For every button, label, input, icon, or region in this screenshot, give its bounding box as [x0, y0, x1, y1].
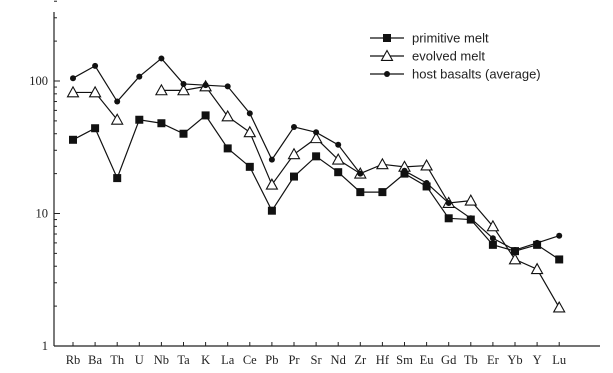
x-tick-label-th: Th [110, 353, 125, 367]
x-tick-label-eu: Eu [420, 353, 435, 367]
point-primitive-melt-er [488, 240, 497, 249]
point-host-basalts-average-lu [556, 232, 563, 239]
point-evolved-melt-rb [66, 85, 80, 98]
point-evolved-melt-sr [309, 131, 323, 144]
point-primitive-melt-ce [245, 162, 254, 171]
x-tick-label-k: K [201, 353, 210, 367]
point-host-basalts-average-tb [467, 215, 474, 222]
series-markers [66, 55, 566, 313]
point-evolved-melt-hf [375, 157, 389, 170]
point-evolved-melt-nd [331, 153, 345, 165]
point-evolved-melt-ba [88, 85, 102, 98]
y-tick-label: 100 [29, 74, 48, 88]
point-primitive-melt-pb [267, 206, 276, 215]
point-host-basalts-average-ce [246, 110, 253, 117]
point-host-basalts-average-ba [92, 62, 99, 69]
point-primitive-melt-th [113, 174, 122, 183]
point-primitive-melt-gd [444, 214, 453, 223]
point-evolved-melt-pr [287, 147, 301, 160]
point-evolved-melt-er [486, 219, 500, 232]
x-tick-label-ta: Ta [177, 353, 190, 367]
point-primitive-melt-lu [555, 255, 564, 264]
point-primitive-melt-nb [157, 119, 166, 128]
point-host-basalts-average-nd [335, 141, 342, 148]
x-tick-label-nb: Nb [154, 353, 169, 367]
point-evolved-melt-yb [508, 252, 522, 265]
point-primitive-melt-k [201, 111, 210, 120]
point-evolved-melt-lu [552, 300, 566, 313]
point-primitive-melt-eu [422, 182, 431, 191]
x-tick-label-yb: Yb [507, 353, 522, 367]
x-tick-label-y: Y [533, 353, 542, 367]
axes: 1 10 100 Rb Ba Th U Nb Ta K La Ce Pb Pr Sr Nd Zr Hf Sm Eu Gd… [29, 0, 600, 367]
point-evolved-melt-ce [243, 125, 257, 138]
point-primitive-melt-ta [179, 129, 188, 138]
point-host-basalts-average-k [202, 82, 209, 89]
point-primitive-melt-nd [334, 168, 343, 177]
series-line-evolved-melt [161, 85, 560, 308]
x-tick-label-ba: Ba [88, 353, 102, 367]
point-host-basalts-average-yb [512, 247, 518, 254]
x-tick-label-gd: Gd [441, 353, 457, 367]
point-host-basalts-average-th [114, 98, 121, 105]
point-host-basalts-average-la [224, 83, 231, 90]
x-tick-label-u: U [135, 353, 144, 367]
x-tick-label-pb: Pb [265, 353, 278, 367]
series-lines [72, 57, 560, 308]
x-tick-label-lu: Lu [552, 353, 567, 367]
point-evolved-melt-ta [177, 83, 190, 96]
point-primitive-melt-hf [378, 188, 387, 197]
point-evolved-melt-nb [154, 83, 168, 96]
y-tick-label: 1 [42, 339, 48, 353]
point-host-basalts-average-pr [291, 123, 297, 130]
point-host-basalts-average-zr [357, 170, 364, 177]
point-evolved-melt-th [110, 113, 124, 125]
point-host-basalts-average-sr [313, 129, 320, 136]
legend-label-host-basalts-average: host basalts (average) [412, 67, 541, 82]
point-host-basalts-average-ta [180, 80, 187, 87]
x-tick-label-tb: Tb [464, 353, 478, 367]
point-primitive-melt-pr [290, 172, 298, 181]
x-tick-label-zr: Zr [354, 353, 367, 367]
legend-label-primitive-melt: primitive melt [412, 31, 489, 46]
series-line-host-basalts-average [72, 57, 361, 174]
point-host-basalts-average-nb [158, 55, 165, 62]
point-evolved-melt-pb [265, 178, 279, 190]
point-host-basalts-average-gd [445, 200, 452, 207]
point-evolved-melt-y [530, 262, 544, 275]
point-evolved-melt-tb [464, 194, 478, 206]
point-primitive-melt-sr [312, 152, 321, 161]
x-tick-label-ce: Ce [243, 353, 257, 367]
legend-label-evolved-melt: evolved melt [412, 49, 485, 64]
point-host-basalts-average-sm [401, 167, 408, 174]
point-primitive-melt-rb [69, 135, 77, 144]
x-tick-label-pr: Pr [288, 353, 300, 367]
x-tick-label-nd: Nd [331, 353, 347, 367]
x-tick-label-hf: Hf [376, 353, 390, 367]
legend-marker-primitive-melt [383, 34, 391, 42]
x-tick-label-rb: Rb [66, 353, 81, 367]
x-tick-label-er: Er [487, 353, 500, 367]
point-primitive-melt-ba [91, 124, 100, 133]
point-evolved-melt-la [221, 109, 235, 122]
point-evolved-melt-eu [420, 158, 434, 171]
point-host-basalts-average-eu [423, 179, 430, 186]
legend: primitive melt evolved melt host basalts (… [370, 31, 541, 82]
x-tick-label-la: La [221, 353, 235, 367]
point-primitive-melt-zr [356, 188, 365, 197]
y-tick-label: 10 [36, 207, 49, 221]
x-tick-label-sr: Sr [311, 353, 323, 367]
point-host-basalts-average-rb [70, 75, 76, 82]
x-tick-label-sm: Sm [396, 353, 413, 367]
point-primitive-melt-la [223, 144, 232, 153]
point-host-basalts-average-u [136, 73, 143, 80]
point-host-basalts-average-er [489, 235, 496, 242]
legend-marker-evolved-melt [380, 49, 394, 61]
point-host-basalts-average-y [534, 239, 541, 246]
point-host-basalts-average-pb [268, 156, 275, 163]
point-primitive-melt-u [135, 115, 144, 124]
legend-marker-host-basalts-average [384, 71, 390, 77]
